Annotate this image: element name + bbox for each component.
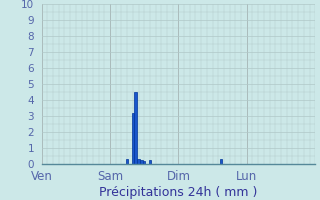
Bar [137,159,140,164]
Bar [220,159,222,164]
X-axis label: Précipitations 24h ( mm ): Précipitations 24h ( mm ) [99,186,258,199]
Bar [140,160,143,164]
Bar [149,160,151,164]
Bar [143,161,145,164]
Bar [134,92,137,164]
Bar [126,159,128,164]
Bar [132,113,134,164]
